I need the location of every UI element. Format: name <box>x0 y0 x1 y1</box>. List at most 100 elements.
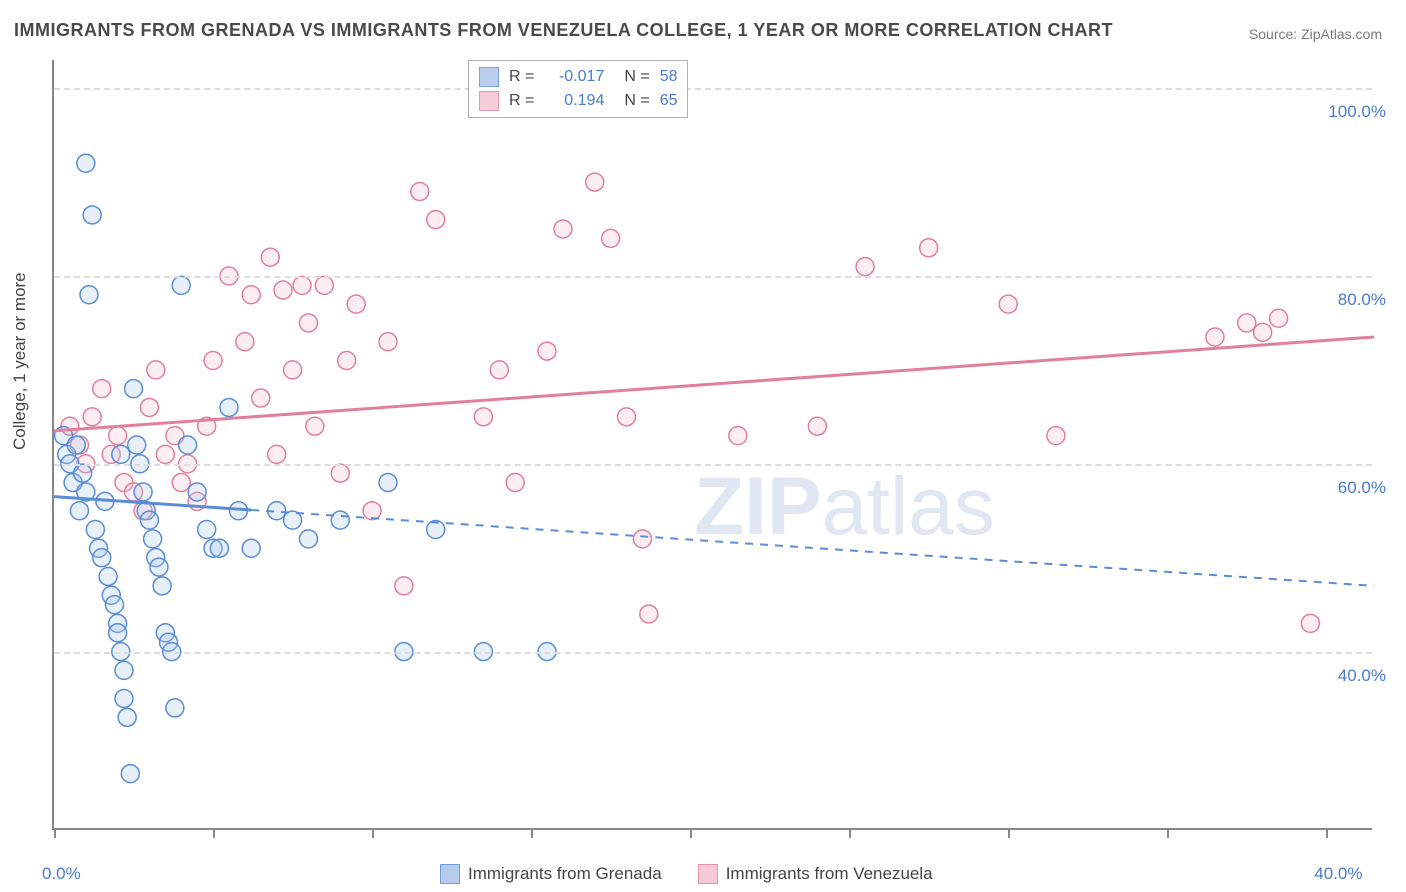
venezuela-point <box>83 408 101 426</box>
x-tick <box>690 828 692 838</box>
venezuela-point <box>538 342 556 360</box>
venezuela-point <box>554 220 572 238</box>
grenada-point <box>172 276 190 294</box>
venezuela-point <box>140 398 158 416</box>
venezuela-point <box>1047 427 1065 445</box>
venezuela-point <box>999 295 1017 313</box>
venezuela-point <box>252 389 270 407</box>
grenada-point <box>70 502 88 520</box>
venezuela-point <box>640 605 658 623</box>
venezuela-point <box>93 380 111 398</box>
grid-line <box>54 276 1372 278</box>
legend-stat-row: R =-0.017N = 58 <box>479 65 677 89</box>
y-axis-label: College, 1 year or more <box>10 272 30 450</box>
x-tick <box>849 828 851 838</box>
venezuela-point <box>242 286 260 304</box>
grenada-point <box>93 549 111 567</box>
legend-stats: R =-0.017N = 58R =0.194N = 65 <box>468 60 688 118</box>
grenada-point <box>179 436 197 454</box>
venezuela-point <box>109 427 127 445</box>
venezuela-point <box>856 258 874 276</box>
venezuela-point <box>293 276 311 294</box>
r-label: R = <box>509 68 534 86</box>
venezuela-point <box>1238 314 1256 332</box>
venezuela-point <box>338 351 356 369</box>
grenada-point <box>99 567 117 585</box>
grenada-point <box>83 206 101 224</box>
venezuela-point <box>315 276 333 294</box>
legend-item: Immigrants from Grenada <box>440 864 662 884</box>
grenada-point <box>74 464 92 482</box>
legend-bottom: Immigrants from Grenada Immigrants from V… <box>440 864 933 884</box>
n-value: 65 <box>660 92 678 110</box>
venezuela-point <box>602 229 620 247</box>
grid-line <box>54 464 1372 466</box>
venezuela-point <box>347 295 365 313</box>
venezuela-point <box>331 464 349 482</box>
legend-swatch <box>440 864 460 884</box>
grenada-point <box>105 596 123 614</box>
x-tick-label: 40.0% <box>1314 864 1362 884</box>
grenada-point <box>118 708 136 726</box>
venezuela-point <box>268 445 286 463</box>
grenada-point <box>331 511 349 529</box>
x-tick <box>54 828 56 838</box>
plot-svg <box>54 60 1372 828</box>
venezuela-point <box>920 239 938 257</box>
grenada-point <box>144 530 162 548</box>
legend-item: Immigrants from Venezuela <box>698 864 933 884</box>
grenada-point <box>121 765 139 783</box>
grenada-point <box>112 445 130 463</box>
venezuela-point <box>729 427 747 445</box>
venezuela-point <box>474 408 492 426</box>
venezuela-point <box>411 182 429 200</box>
grenada-point <box>115 690 133 708</box>
grenada-point <box>67 436 85 454</box>
n-value: 58 <box>660 68 678 86</box>
legend-stat-row: R =0.194N = 65 <box>479 89 677 113</box>
x-tick <box>1326 828 1328 838</box>
venezuela-point <box>299 314 317 332</box>
chart-title: IMMIGRANTS FROM GRENADA VS IMMIGRANTS FR… <box>14 20 1113 41</box>
x-tick <box>1167 828 1169 838</box>
legend-label: Immigrants from Grenada <box>468 864 662 884</box>
grenada-point <box>115 661 133 679</box>
venezuela-point <box>204 351 222 369</box>
grenada-point <box>379 474 397 492</box>
legend-swatch <box>479 67 499 87</box>
legend-swatch <box>479 91 499 111</box>
venezuela-point <box>490 361 508 379</box>
grenada-point <box>86 521 104 539</box>
grenada-point <box>150 558 168 576</box>
venezuela-point <box>633 530 651 548</box>
venezuela-point <box>363 502 381 520</box>
venezuela-point <box>274 281 292 299</box>
venezuela-point <box>395 577 413 595</box>
y-tick-label: 80.0% <box>1338 290 1386 310</box>
grenada-trend-dashed <box>251 510 1374 586</box>
grenada-point <box>134 483 152 501</box>
r-value: 0.194 <box>544 92 604 110</box>
y-tick-label: 40.0% <box>1338 666 1386 686</box>
grenada-point <box>242 539 260 557</box>
grenada-point <box>77 154 95 172</box>
grenada-point <box>128 436 146 454</box>
grenada-point <box>220 398 238 416</box>
venezuela-point <box>172 474 190 492</box>
venezuela-point <box>236 333 254 351</box>
y-tick-label: 60.0% <box>1338 478 1386 498</box>
venezuela-point <box>1206 328 1224 346</box>
grid-line <box>54 652 1372 654</box>
grid-line <box>54 88 1372 90</box>
grenada-point <box>198 521 216 539</box>
venezuela-point <box>261 248 279 266</box>
venezuela-point <box>156 445 174 463</box>
x-tick <box>1008 828 1010 838</box>
x-tick <box>213 828 215 838</box>
grenada-point <box>210 539 228 557</box>
x-tick-label: 0.0% <box>42 864 81 884</box>
venezuela-point <box>427 211 445 229</box>
venezuela-point <box>1254 323 1272 341</box>
venezuela-point <box>306 417 324 435</box>
legend-label: Immigrants from Venezuela <box>726 864 933 884</box>
